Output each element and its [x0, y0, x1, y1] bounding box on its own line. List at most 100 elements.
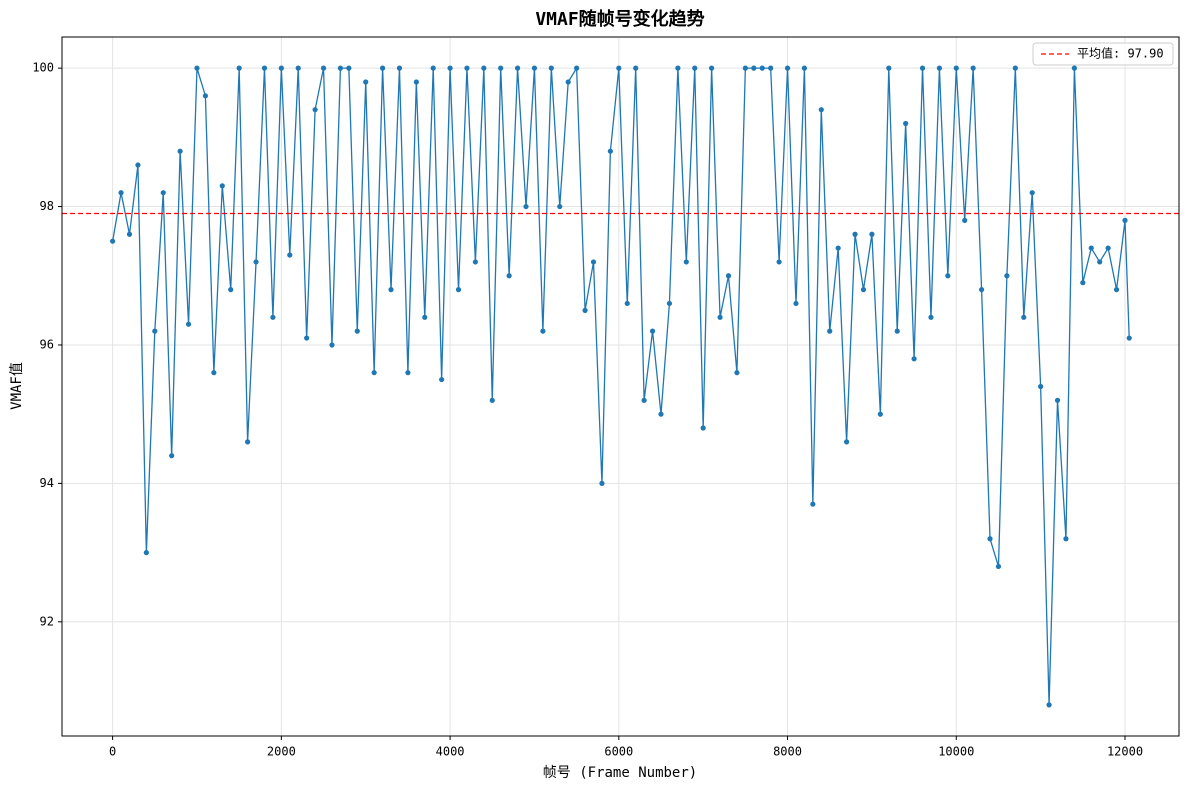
data-point — [590, 259, 597, 265]
data-point — [118, 190, 124, 196]
data-point — [574, 65, 580, 71]
data-point — [843, 439, 850, 445]
data-point — [1054, 397, 1061, 403]
x-tick-label: 0 — [109, 745, 116, 759]
data-point — [953, 65, 959, 71]
x-tick-label: 2000 — [267, 745, 296, 759]
data-point — [1063, 536, 1069, 542]
data-point — [616, 65, 622, 71]
data-point — [1122, 217, 1128, 224]
data-point — [700, 425, 706, 431]
series-line — [111, 65, 1130, 705]
data-point — [666, 300, 673, 307]
data-point — [1113, 287, 1120, 293]
data-point — [312, 107, 318, 113]
data-point — [270, 314, 276, 320]
data-point — [675, 65, 681, 71]
data-point — [514, 65, 521, 71]
data-point — [717, 314, 723, 320]
data-point — [928, 314, 934, 320]
data-point — [860, 287, 867, 293]
plot-frame — [61, 36, 1180, 737]
data-point — [422, 314, 428, 320]
data-point — [472, 259, 478, 265]
data-point — [211, 370, 217, 376]
y-tick-label: 96 — [40, 337, 54, 351]
data-point — [919, 65, 926, 71]
data-point — [245, 439, 251, 445]
data-point — [641, 397, 647, 403]
y-tick-label: 94 — [40, 476, 54, 490]
data-point — [557, 203, 563, 210]
data-point — [110, 238, 116, 244]
data-point — [582, 307, 588, 313]
data-point — [405, 370, 411, 376]
data-point — [995, 563, 1002, 570]
data-point — [236, 65, 242, 71]
data-point — [447, 65, 453, 71]
data-point — [371, 370, 377, 376]
data-point — [869, 231, 875, 237]
data-point — [160, 190, 166, 196]
data-point — [346, 65, 352, 71]
data-point — [388, 287, 394, 293]
x-tick-label: 10000 — [938, 745, 974, 759]
data-point — [692, 65, 698, 71]
data-point — [936, 65, 943, 71]
data-point — [886, 65, 892, 71]
data-point — [194, 65, 200, 71]
data-point — [970, 65, 976, 71]
data-point — [1004, 273, 1010, 279]
x-tick-label: 4000 — [436, 745, 465, 759]
data-point — [135, 162, 141, 168]
data-point — [649, 328, 656, 334]
data-point — [911, 356, 917, 362]
data-point — [1029, 190, 1035, 196]
data-point — [903, 120, 909, 127]
data-point — [978, 287, 985, 293]
data-point — [599, 480, 605, 486]
data-point — [810, 501, 816, 507]
data-point — [548, 65, 554, 71]
x-tick-label: 12000 — [1107, 745, 1143, 759]
data-point — [945, 273, 951, 279]
data-point — [430, 65, 436, 71]
data-point — [228, 287, 234, 293]
data-point — [793, 300, 799, 307]
data-point — [152, 328, 158, 334]
data-point — [287, 252, 293, 258]
data-point — [523, 203, 529, 210]
chart-title: VMAF随帧号变化趋势 — [535, 8, 704, 30]
data-point — [768, 65, 774, 71]
data-point — [894, 328, 900, 334]
data-point — [540, 328, 546, 334]
data-point — [784, 65, 791, 71]
data-point — [1046, 702, 1052, 708]
data-point — [1097, 259, 1103, 265]
data-point — [169, 453, 175, 459]
data-point — [962, 217, 968, 224]
data-point — [1012, 65, 1018, 71]
x-tick-label: 6000 — [604, 745, 633, 759]
data-point — [379, 65, 386, 71]
data-point — [725, 273, 732, 279]
data-point — [295, 65, 301, 71]
data-point — [253, 259, 259, 265]
data-point — [987, 536, 993, 542]
data-point — [776, 259, 782, 265]
y-tick-label: 100 — [32, 61, 54, 75]
data-point — [852, 231, 858, 237]
data-point — [1038, 383, 1044, 390]
data-point — [1021, 314, 1027, 320]
data-point — [835, 245, 841, 251]
data-point — [202, 93, 209, 99]
data-point — [278, 65, 284, 71]
data-point — [304, 335, 310, 341]
data-point — [1105, 245, 1111, 251]
y-tick-label: 98 — [40, 199, 54, 213]
data-point — [464, 65, 470, 71]
data-point — [531, 65, 538, 71]
data-point — [742, 65, 748, 71]
data-point — [683, 259, 689, 265]
